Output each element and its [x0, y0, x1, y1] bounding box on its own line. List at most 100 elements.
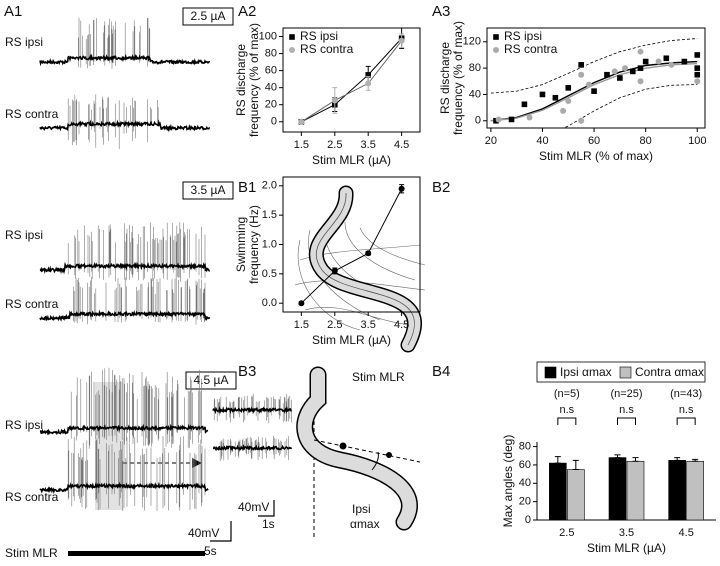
plot-frame: [282, 27, 421, 133]
y-tick-label: 40: [469, 88, 481, 100]
marker: [694, 71, 701, 78]
x-tick-label: 4.5: [394, 139, 409, 151]
marker: [629, 68, 636, 75]
marker: [611, 68, 618, 75]
panel-label: A1: [4, 3, 22, 20]
trace: [39, 261, 210, 275]
stim-label: 2.5 µA: [191, 9, 226, 23]
panel-label: B2: [432, 179, 450, 196]
legend-label: Contra αmax: [635, 365, 704, 379]
significance-label: n.s: [559, 404, 574, 416]
trace: [212, 405, 292, 415]
marker: [565, 85, 572, 91]
legend-label: RS ipsi: [300, 29, 338, 43]
y-tick-label: 40: [519, 477, 531, 489]
marker: [508, 116, 515, 123]
marker: [365, 80, 372, 87]
x-tick-label: 40: [536, 135, 548, 147]
y-tick-label: 80: [519, 440, 531, 452]
y-tick-label: 0: [475, 115, 481, 127]
trace-label: RS contra: [5, 297, 59, 311]
error-bar: [632, 457, 639, 462]
y-axis-label: frequency (% of max): [451, 21, 465, 135]
marker: [552, 94, 559, 101]
marker: [642, 58, 649, 65]
scale-label: 5s: [204, 544, 217, 558]
y-tick-label: 60: [265, 65, 277, 77]
legend-marker: [289, 34, 295, 40]
stim-box: [185, 371, 237, 390]
marker: [694, 65, 701, 71]
x-axis-label: Stim MLR (µA): [312, 333, 391, 347]
bar: [567, 469, 585, 521]
spikes: [67, 222, 206, 282]
legend-label: RS contra: [300, 42, 354, 56]
trace-label: RS ipsi: [5, 228, 43, 242]
panel-label: B4: [432, 363, 450, 380]
marker: [637, 78, 644, 85]
trace-label: RS ipsi: [5, 35, 43, 49]
x-tick-label: 2.5: [327, 319, 342, 331]
spikes: [70, 367, 202, 449]
error-bar: [554, 456, 561, 464]
series-line: [301, 37, 402, 123]
marker: [585, 81, 592, 88]
y-axis-label: frequency (Hz): [247, 205, 261, 284]
marker: [655, 58, 662, 65]
marker: [622, 65, 629, 72]
y-axis-label: Swimming: [234, 217, 248, 272]
marker: [681, 58, 688, 65]
x-axis-label: Stim MLR (µA): [587, 541, 666, 555]
marker: [578, 71, 585, 78]
marker: [578, 62, 584, 68]
x-tick-label: 1.5: [294, 139, 309, 151]
stim-label: 4.5 µA: [194, 373, 229, 387]
error-bar: [614, 454, 621, 459]
scale-bar: [210, 521, 232, 542]
bar: [608, 457, 627, 521]
legend-box: [536, 361, 706, 383]
marker: [365, 72, 372, 78]
scale-label: 1s: [262, 517, 275, 531]
y-axis-label: RS discharge: [234, 44, 248, 116]
marker: [331, 267, 338, 274]
x-tick-label: 100: [688, 135, 706, 147]
x-tick-label: 3.5: [361, 139, 376, 151]
y-tick-label: 1.0: [262, 238, 277, 250]
marker: [668, 61, 675, 68]
x-tick-label: 1.5: [294, 319, 309, 331]
significance-bracket: [557, 417, 577, 425]
stim-box: [182, 181, 234, 200]
legend-marker: [544, 366, 557, 379]
angle-diagram: [296, 366, 421, 540]
y-tick-label: 20: [519, 496, 531, 508]
swim-diagram: [294, 185, 426, 353]
legend-marker: [619, 366, 632, 379]
y-tick-label: 80: [265, 47, 277, 59]
spikes: [78, 17, 151, 69]
n-label: (n=5): [554, 388, 580, 400]
error-bar: [692, 458, 699, 462]
stim-bar-label: Stim MLR: [5, 546, 58, 560]
y-axis-label: frequency (% of max): [247, 23, 261, 137]
trace-label: RS contra: [5, 490, 59, 504]
marker: [495, 116, 502, 123]
x-tick-label: 2.5: [327, 139, 342, 151]
scale-bar: [258, 500, 275, 517]
marker: [398, 37, 405, 44]
trace-label: RS contra: [5, 107, 59, 121]
error-bar: [674, 457, 681, 461]
fit-line: [490, 38, 698, 94]
marker: [617, 75, 623, 81]
legend-marker: [493, 47, 499, 53]
marker: [637, 65, 644, 71]
trace-label: RS ipsi: [5, 418, 43, 432]
trace: [39, 119, 211, 133]
scale-label: 40mV: [188, 526, 219, 540]
y-tick-label: 60: [519, 459, 531, 471]
spikes: [67, 436, 206, 511]
y-tick-label: 120: [463, 36, 481, 48]
marker: [365, 250, 372, 257]
marker: [298, 300, 305, 307]
y-tick-label: 0.5: [262, 268, 277, 280]
